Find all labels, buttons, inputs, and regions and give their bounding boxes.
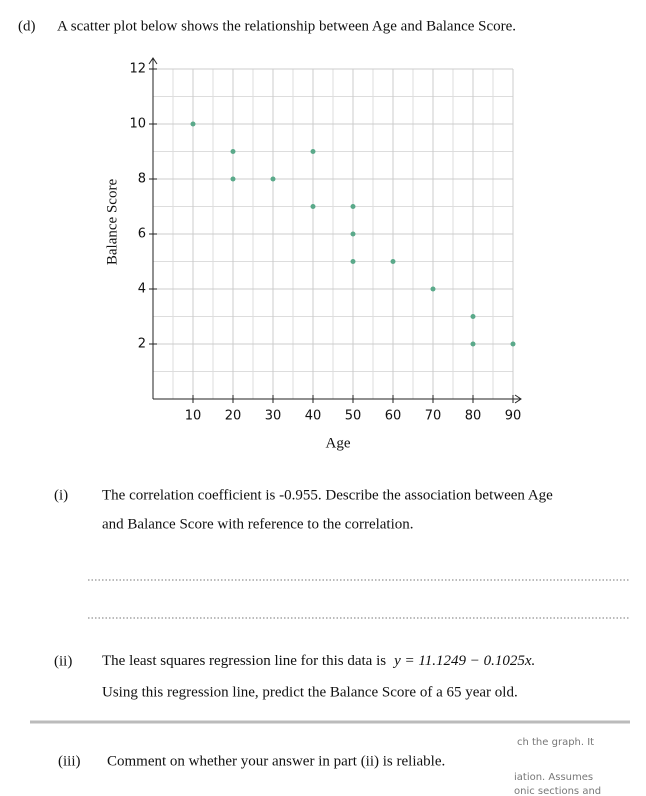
y-tick-label: 10 <box>129 117 146 132</box>
x-tick-label: 10 <box>185 409 202 424</box>
y-tick-label: 6 <box>138 227 146 242</box>
y-axis-label: Balance Score <box>104 179 120 266</box>
point <box>270 176 276 182</box>
point <box>510 341 516 347</box>
x-tick-label: 70 <box>425 409 442 424</box>
y-tick-label: 4 <box>138 282 146 297</box>
x-axis-arrow <box>514 394 522 404</box>
overlay-text: iation. Assumes <box>514 772 593 783</box>
point <box>430 286 436 292</box>
x-tick-label: 50 <box>345 409 362 424</box>
point <box>230 176 236 182</box>
y-tick-label: 2 <box>138 337 146 352</box>
point <box>350 204 356 209</box>
point <box>350 231 356 237</box>
y-tick-label: 12 <box>129 62 146 77</box>
chart: 10 20 30 40 50 60 70 80 90 2 4 6 8 10 12 Age Balance Sco… <box>104 57 522 451</box>
part-label: (d) <box>18 18 36 34</box>
question-label: (iii) <box>58 753 81 769</box>
overlay-text: onic sections and <box>514 786 601 796</box>
intro-text: A scatter plot below shows the relations… <box>57 18 516 34</box>
overlay-text: ch the graph. It <box>517 737 594 748</box>
x-tick-label: 20 <box>225 409 242 424</box>
x-tick-label: 80 <box>465 409 482 424</box>
point <box>470 341 476 347</box>
question-text: Using this regression line, predict the … <box>102 684 518 700</box>
point <box>190 121 196 127</box>
question-text: The least squares regression line for th… <box>102 653 535 669</box>
point <box>230 149 236 154</box>
y-tick-label: 8 <box>138 172 146 187</box>
equation: y = 11.1249 − 0.1025x. <box>392 653 535 669</box>
point <box>310 204 316 209</box>
question-text: The least squares regression line for th… <box>102 653 386 669</box>
question-label: (ii) <box>54 653 72 669</box>
x-axis-label: Age <box>326 435 351 451</box>
x-tick-label: 90 <box>505 409 522 424</box>
question-text: Comment on whether your answer in part (… <box>107 753 445 769</box>
point <box>470 314 476 319</box>
x-tick-label: 30 <box>265 409 282 424</box>
x-tick-label: 40 <box>305 409 322 424</box>
question-text: The correlation coefficient is -0.955. D… <box>102 487 553 503</box>
question-label: (i) <box>54 487 68 503</box>
point <box>350 259 356 264</box>
x-tick-label: 60 <box>385 409 402 424</box>
point <box>310 149 316 154</box>
question-text: and Balance Score with reference to the … <box>102 516 414 532</box>
y-axis-arrow <box>148 57 158 65</box>
point <box>390 259 396 264</box>
